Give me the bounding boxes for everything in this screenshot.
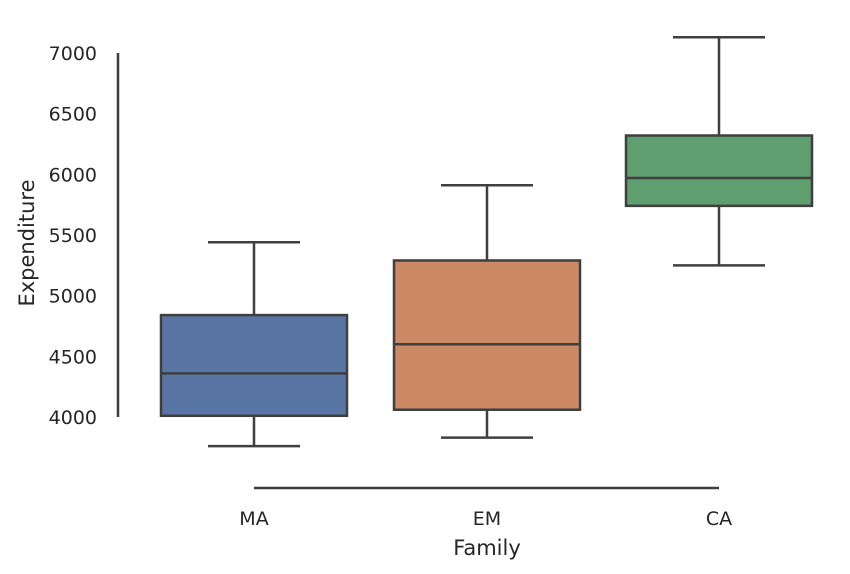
x-tick-label: EM xyxy=(473,508,501,530)
y-tick-label: 5500 xyxy=(49,225,97,247)
iqr-box xyxy=(159,313,349,418)
box-ca xyxy=(624,35,814,267)
y-tick-label: 4500 xyxy=(49,346,97,368)
y-axis-title: Expenditure xyxy=(15,179,39,306)
box-ma xyxy=(159,241,349,448)
y-tick-label: 7000 xyxy=(49,43,97,65)
box-group xyxy=(159,35,814,448)
iqr-box xyxy=(392,259,582,411)
x-axis-title: Family xyxy=(453,536,521,560)
y-tick-label: 5000 xyxy=(49,286,97,308)
x-tick-label: MA xyxy=(239,508,268,530)
y-tick-label: 4000 xyxy=(49,407,97,429)
x-tick-label: CA xyxy=(706,508,732,530)
x-tick-labels: MA EM CA xyxy=(239,508,732,530)
iqr-box xyxy=(624,134,814,208)
y-tick-label: 6500 xyxy=(49,104,97,126)
y-tick-labels: 4000 4500 5000 5500 6000 6500 7000 xyxy=(49,43,97,429)
box-em xyxy=(392,184,582,439)
y-tick-label: 6000 xyxy=(49,164,97,186)
